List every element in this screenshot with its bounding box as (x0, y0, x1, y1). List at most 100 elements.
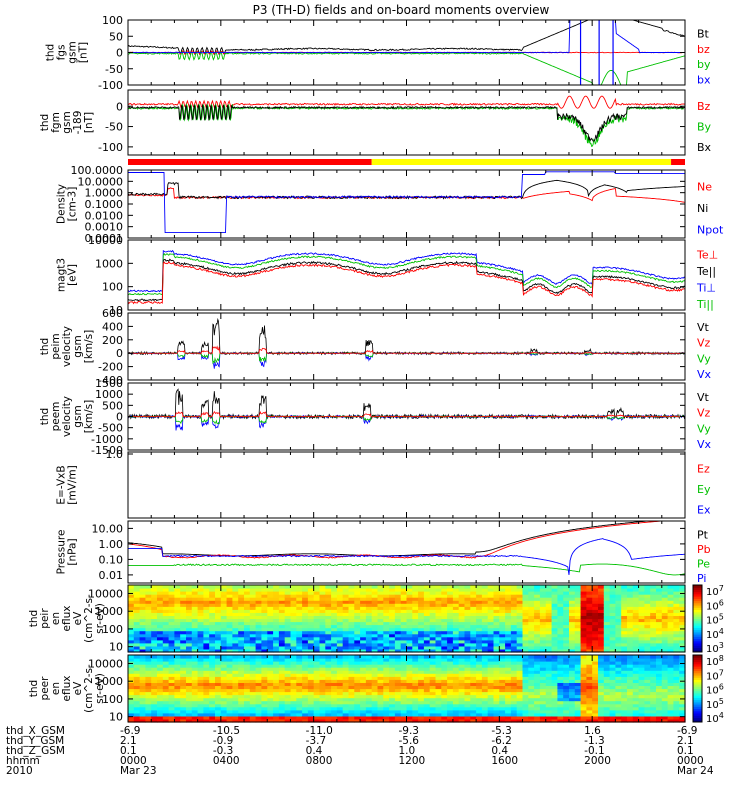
peer-spectrogram-cell (592, 679, 599, 683)
peer-spectrogram-cell (168, 719, 175, 723)
peer-spectrogram-cell (215, 667, 222, 671)
peer-spectrogram-cell (464, 703, 471, 708)
peer-spectrogram-cell (128, 661, 135, 665)
peir-spectrogram-cell (406, 639, 413, 644)
peir-spectrogram-cell (244, 588, 251, 592)
peer-spectrogram-cell (638, 667, 645, 671)
peir-spectrogram-cell (563, 618, 570, 623)
peir-spectrogram-cell (638, 649, 645, 653)
peir-spectrogram-cell (435, 627, 442, 632)
peer-spectrogram-cell (174, 685, 181, 690)
peer-spectrogram-cell (505, 706, 512, 711)
peir-spectrogram-cell (644, 597, 651, 601)
peir-spectrogram-cell (319, 609, 326, 613)
peer-spectrogram-cell (458, 679, 466, 683)
peer-spectrogram-cell (545, 691, 553, 696)
peir-spectrogram-cell (487, 618, 495, 623)
peir-spectrogram-cell (302, 588, 309, 592)
peir-spectrogram-cell (168, 639, 175, 644)
peir-spectrogram-cell (273, 600, 280, 604)
peir-spectrogram-cell (516, 612, 524, 616)
peer-spectrogram-cell (632, 706, 640, 711)
peir-spectrogram-cell (389, 621, 396, 626)
peer-spectrogram-cell (412, 700, 419, 705)
peir-spectrogram-cell (232, 609, 239, 613)
peir-spectrogram-cell (569, 594, 576, 598)
peer-spectrogram-cell (586, 688, 593, 693)
peer-spectrogram-cell (534, 703, 541, 708)
peir-spectrogram-cell (180, 597, 187, 601)
peer-spectrogram-cell (580, 658, 587, 662)
peer-spectrogram-cell (545, 679, 553, 683)
peir-spectrogram-cell (377, 609, 384, 613)
peer-spectrogram-cell (441, 703, 448, 708)
peer-spectrogram-cell (429, 691, 437, 696)
peer-spectrogram-cell (429, 712, 437, 717)
peer-spectrogram-cell (394, 709, 402, 714)
peir-spectrogram-cell (510, 585, 518, 589)
peer-spectrogram-cell (162, 703, 170, 708)
peer-spectrogram-cell (667, 700, 674, 705)
peir-spectrogram-cell (470, 630, 477, 635)
colorbar-segment (693, 589, 702, 593)
peir-spectrogram-cell (476, 627, 483, 632)
peir-spectrogram-cell (226, 600, 233, 604)
peir-spectrogram-cell (603, 606, 611, 610)
peir-spectrogram-cell (580, 615, 587, 620)
peir-spectrogram-cell (418, 609, 425, 613)
peir-spectrogram-cell (186, 636, 193, 641)
peer-spectrogram-cell (139, 661, 146, 665)
peir-spectrogram-cell (551, 649, 558, 653)
peer-spectrogram-cell (232, 694, 239, 699)
y-tick-label: 1000 (95, 605, 123, 618)
peir-spectrogram-cell (139, 627, 146, 632)
peer-spectrogram-cell (186, 655, 193, 659)
peir-spectrogram-cell (157, 645, 164, 650)
peir-spectrogram-cell (296, 588, 303, 592)
peir-spectrogram-cell (627, 636, 634, 641)
peir-spectrogram-cell (394, 639, 402, 644)
peir-spectrogram-cell (656, 597, 663, 601)
peer-spectrogram-cell (209, 664, 216, 668)
peer-spectrogram-cell (174, 658, 181, 662)
peir-spectrogram-cell (168, 649, 175, 653)
peer-spectrogram-cell (406, 679, 413, 683)
peer-spectrogram-cell (557, 676, 564, 680)
peer-spectrogram-cell (186, 667, 193, 671)
peir-spectrogram-cell (377, 597, 384, 601)
peer-spectrogram-cell (569, 688, 576, 693)
peer-spectrogram-cell (255, 679, 262, 683)
peer-spectrogram-cell (406, 691, 413, 696)
peir-spectrogram-cell (528, 624, 535, 629)
peir-spectrogram-cell (563, 591, 570, 595)
peir-spectrogram-cell (487, 639, 495, 644)
peer-spectrogram-cell (621, 658, 628, 662)
peir-spectrogram-cell (371, 639, 379, 644)
peir-spectrogram-cell (412, 624, 419, 629)
peer-spectrogram-cell (255, 715, 262, 720)
peer-spectrogram-cell (470, 694, 477, 699)
peer-spectrogram-cell (267, 658, 274, 662)
peir-spectrogram-cell (476, 594, 483, 598)
peir-spectrogram-cell (650, 609, 657, 613)
peir-spectrogram-cell (650, 642, 657, 647)
peir-spectrogram-cell (249, 618, 257, 623)
peir-spectrogram-cell (342, 606, 350, 610)
colorbar-segment (693, 623, 702, 626)
peer-spectrogram-cell (679, 685, 686, 690)
peer-spectrogram-cell (423, 655, 431, 659)
peir-spectrogram-cell (679, 612, 686, 616)
peir-spectrogram-cell (458, 636, 466, 641)
peer-spectrogram-cell (162, 712, 170, 717)
peer-spectrogram-cell (435, 706, 442, 711)
peir-spectrogram-cell (638, 597, 645, 601)
peir-spectrogram-cell (476, 600, 483, 604)
peir-spectrogram-cell (632, 585, 640, 589)
colorbar-segment (693, 647, 702, 651)
peir-spectrogram-cell (650, 621, 657, 626)
peir-spectrogram-cell (394, 600, 402, 604)
peir-spectrogram-cell (162, 642, 170, 647)
peir-spectrogram-cell (348, 636, 355, 641)
peer-spectrogram-cell (389, 661, 396, 665)
peer-spectrogram-cell (325, 703, 332, 708)
